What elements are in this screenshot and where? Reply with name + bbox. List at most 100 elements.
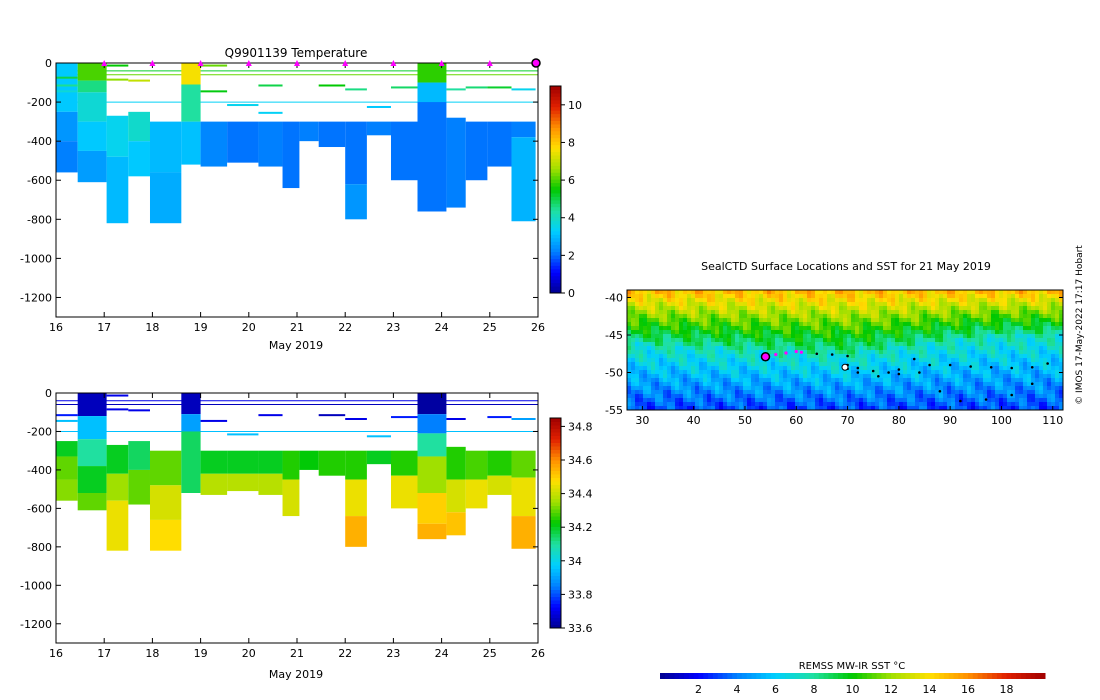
- sst-cell: [779, 378, 784, 383]
- sst-cell: [1027, 358, 1032, 363]
- sst-cell: [711, 326, 716, 331]
- sst-cell: [919, 306, 924, 311]
- sst-cell: [767, 398, 772, 403]
- sst-cell: [771, 382, 776, 387]
- sst-cell: [811, 358, 816, 363]
- sst-cell: [643, 346, 648, 351]
- sst-cell: [1011, 370, 1016, 375]
- sst-cell: [679, 382, 684, 387]
- sst-cell: [795, 290, 800, 295]
- sst-cell: [811, 382, 816, 387]
- sst-cell: [703, 338, 708, 343]
- sst-cell: [1011, 318, 1016, 323]
- sst-cell: [823, 402, 828, 407]
- sst-cell: [775, 342, 780, 347]
- sst-cell: [979, 350, 984, 355]
- sst-cell: [967, 310, 972, 315]
- sst-cell: [667, 394, 672, 399]
- sst-cell: [743, 318, 748, 323]
- sst-cell: [1039, 326, 1044, 331]
- track-point: [887, 371, 890, 374]
- sst-cell: [1051, 298, 1056, 303]
- colorbar-segment: [550, 547, 561, 552]
- sst-cell: [803, 298, 808, 303]
- sst-cell: [915, 306, 920, 311]
- sst-cell: [895, 358, 900, 363]
- sst-cell: [963, 294, 968, 299]
- sst-cell: [675, 342, 680, 347]
- sst-cell: [931, 294, 936, 299]
- sst-cell: [1019, 406, 1024, 410]
- sst-cell: [787, 346, 792, 351]
- sst-cell: [707, 314, 712, 319]
- sst-cell: [871, 406, 876, 410]
- sst-cell: [911, 362, 916, 367]
- sst-cell: [959, 326, 964, 331]
- colorbar-segment: [550, 103, 561, 108]
- sst-cell: [783, 398, 788, 403]
- colorbar-segment: [550, 537, 561, 541]
- sst-cell: [795, 354, 800, 359]
- sst-cell: [915, 298, 920, 303]
- colorbar-segment: [550, 600, 561, 604]
- sst-cell: [679, 354, 684, 359]
- sst-cell: [1059, 350, 1063, 355]
- colorbar-segment: [550, 279, 561, 284]
- sst-cell: [807, 326, 812, 331]
- sst-cell: [843, 358, 848, 363]
- section-thin-layer: [318, 84, 346, 87]
- sst-cell: [639, 334, 644, 339]
- section-cell: [200, 450, 228, 474]
- sst-cell: [995, 370, 1000, 375]
- sst-cell: [755, 386, 760, 391]
- sst-cell: [759, 298, 764, 303]
- sst-cell: [915, 366, 920, 371]
- sst-cell: [715, 390, 720, 395]
- sst-cell: [851, 294, 856, 299]
- sst-cell: [775, 294, 780, 299]
- sst-cell: [1007, 378, 1012, 383]
- sst-cell: [659, 302, 664, 307]
- sst-cell: [635, 374, 640, 379]
- sst-cell: [755, 382, 760, 387]
- sst-cell: [827, 366, 832, 371]
- sst-cell: [983, 326, 988, 331]
- sst-cell: [807, 306, 812, 311]
- sst-cell: [855, 402, 860, 407]
- sst-cell: [831, 318, 836, 323]
- sst-cell: [875, 306, 880, 311]
- sst-cell: [939, 358, 944, 363]
- sst-cell: [855, 310, 860, 315]
- sst-cell: [835, 406, 840, 410]
- sst-cell: [767, 326, 772, 331]
- sst-cell: [735, 330, 740, 335]
- sst-cell: [915, 358, 920, 363]
- sst-cell: [983, 378, 988, 383]
- sst-cell: [715, 330, 720, 335]
- sst-cell: [635, 322, 640, 327]
- sst-cell: [751, 326, 756, 331]
- sst-cell: [751, 354, 756, 359]
- sst-cell: [707, 346, 712, 351]
- sst-cell: [867, 370, 872, 375]
- sst-cell: [827, 306, 832, 311]
- sst-cell: [627, 318, 632, 323]
- sst-cell: [695, 318, 700, 323]
- sst-cell: [891, 342, 896, 347]
- sst-cell: [923, 390, 928, 395]
- sst-cell: [723, 322, 728, 327]
- sst-cell: [927, 370, 932, 375]
- sst-cell: [831, 290, 836, 295]
- section-thin-layer: [258, 111, 283, 114]
- sst-cell: [847, 358, 852, 363]
- section-cell: [258, 473, 283, 495]
- sst-cell: [835, 378, 840, 383]
- sst-cell: [843, 334, 848, 339]
- sst-cell: [695, 390, 700, 395]
- sst-cell: [955, 354, 960, 359]
- sst-cell: [991, 310, 996, 315]
- sst-cell: [847, 302, 852, 307]
- sst-cell: [791, 334, 796, 339]
- sst-cell: [1055, 342, 1060, 347]
- sst-cell: [971, 402, 976, 407]
